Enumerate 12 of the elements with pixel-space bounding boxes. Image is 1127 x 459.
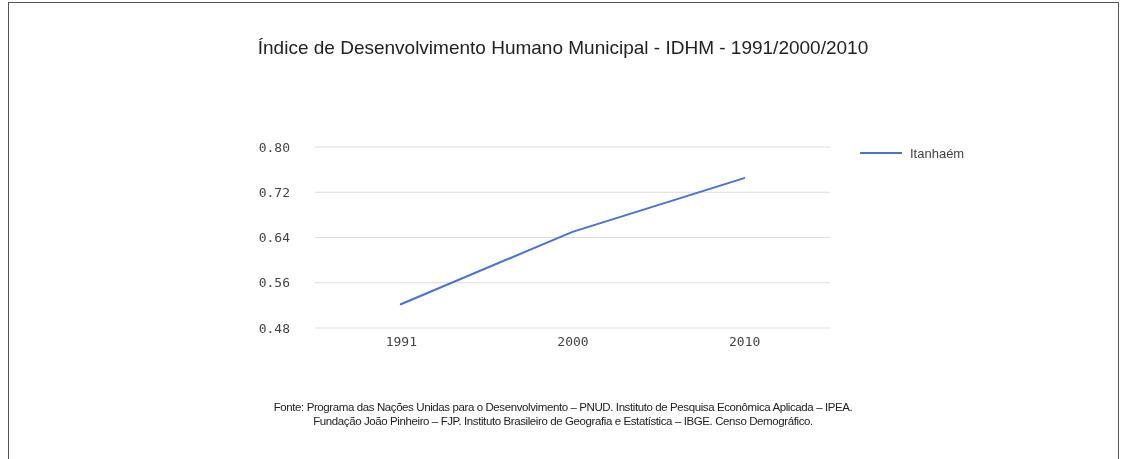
text: Fundação João Pinheiro – FJP. Instituto Brasileiro de Geografia e Estatística – IBGE. Censo Demográfico. <box>313 415 814 427</box>
chart-title: Índice de Desenvolvimento Humano Municipal - IDHM - 1991/2000/2010 <box>257 37 869 58</box>
x-tick-label: 2000 <box>557 334 589 350</box>
y-tick-label: 0.64 <box>258 230 291 246</box>
y-tick-label: 0.72 <box>258 184 290 200</box>
x-tick-label: 2010 <box>729 334 761 350</box>
y-tick-label: 0.48 <box>258 320 290 336</box>
x-tick-label: 1991 <box>385 334 417 350</box>
y-tick-label: 0.80 <box>258 139 290 155</box>
y-tick-label: 0.56 <box>258 275 290 291</box>
source-note: Fonte: Programa das Nações Unidas para o Desenvolvimento – PNUD. Instituto de Pesquisa Econômica Aplicada – IPEA. <box>273 401 853 413</box>
legend-label: Itanhaém <box>910 146 965 161</box>
